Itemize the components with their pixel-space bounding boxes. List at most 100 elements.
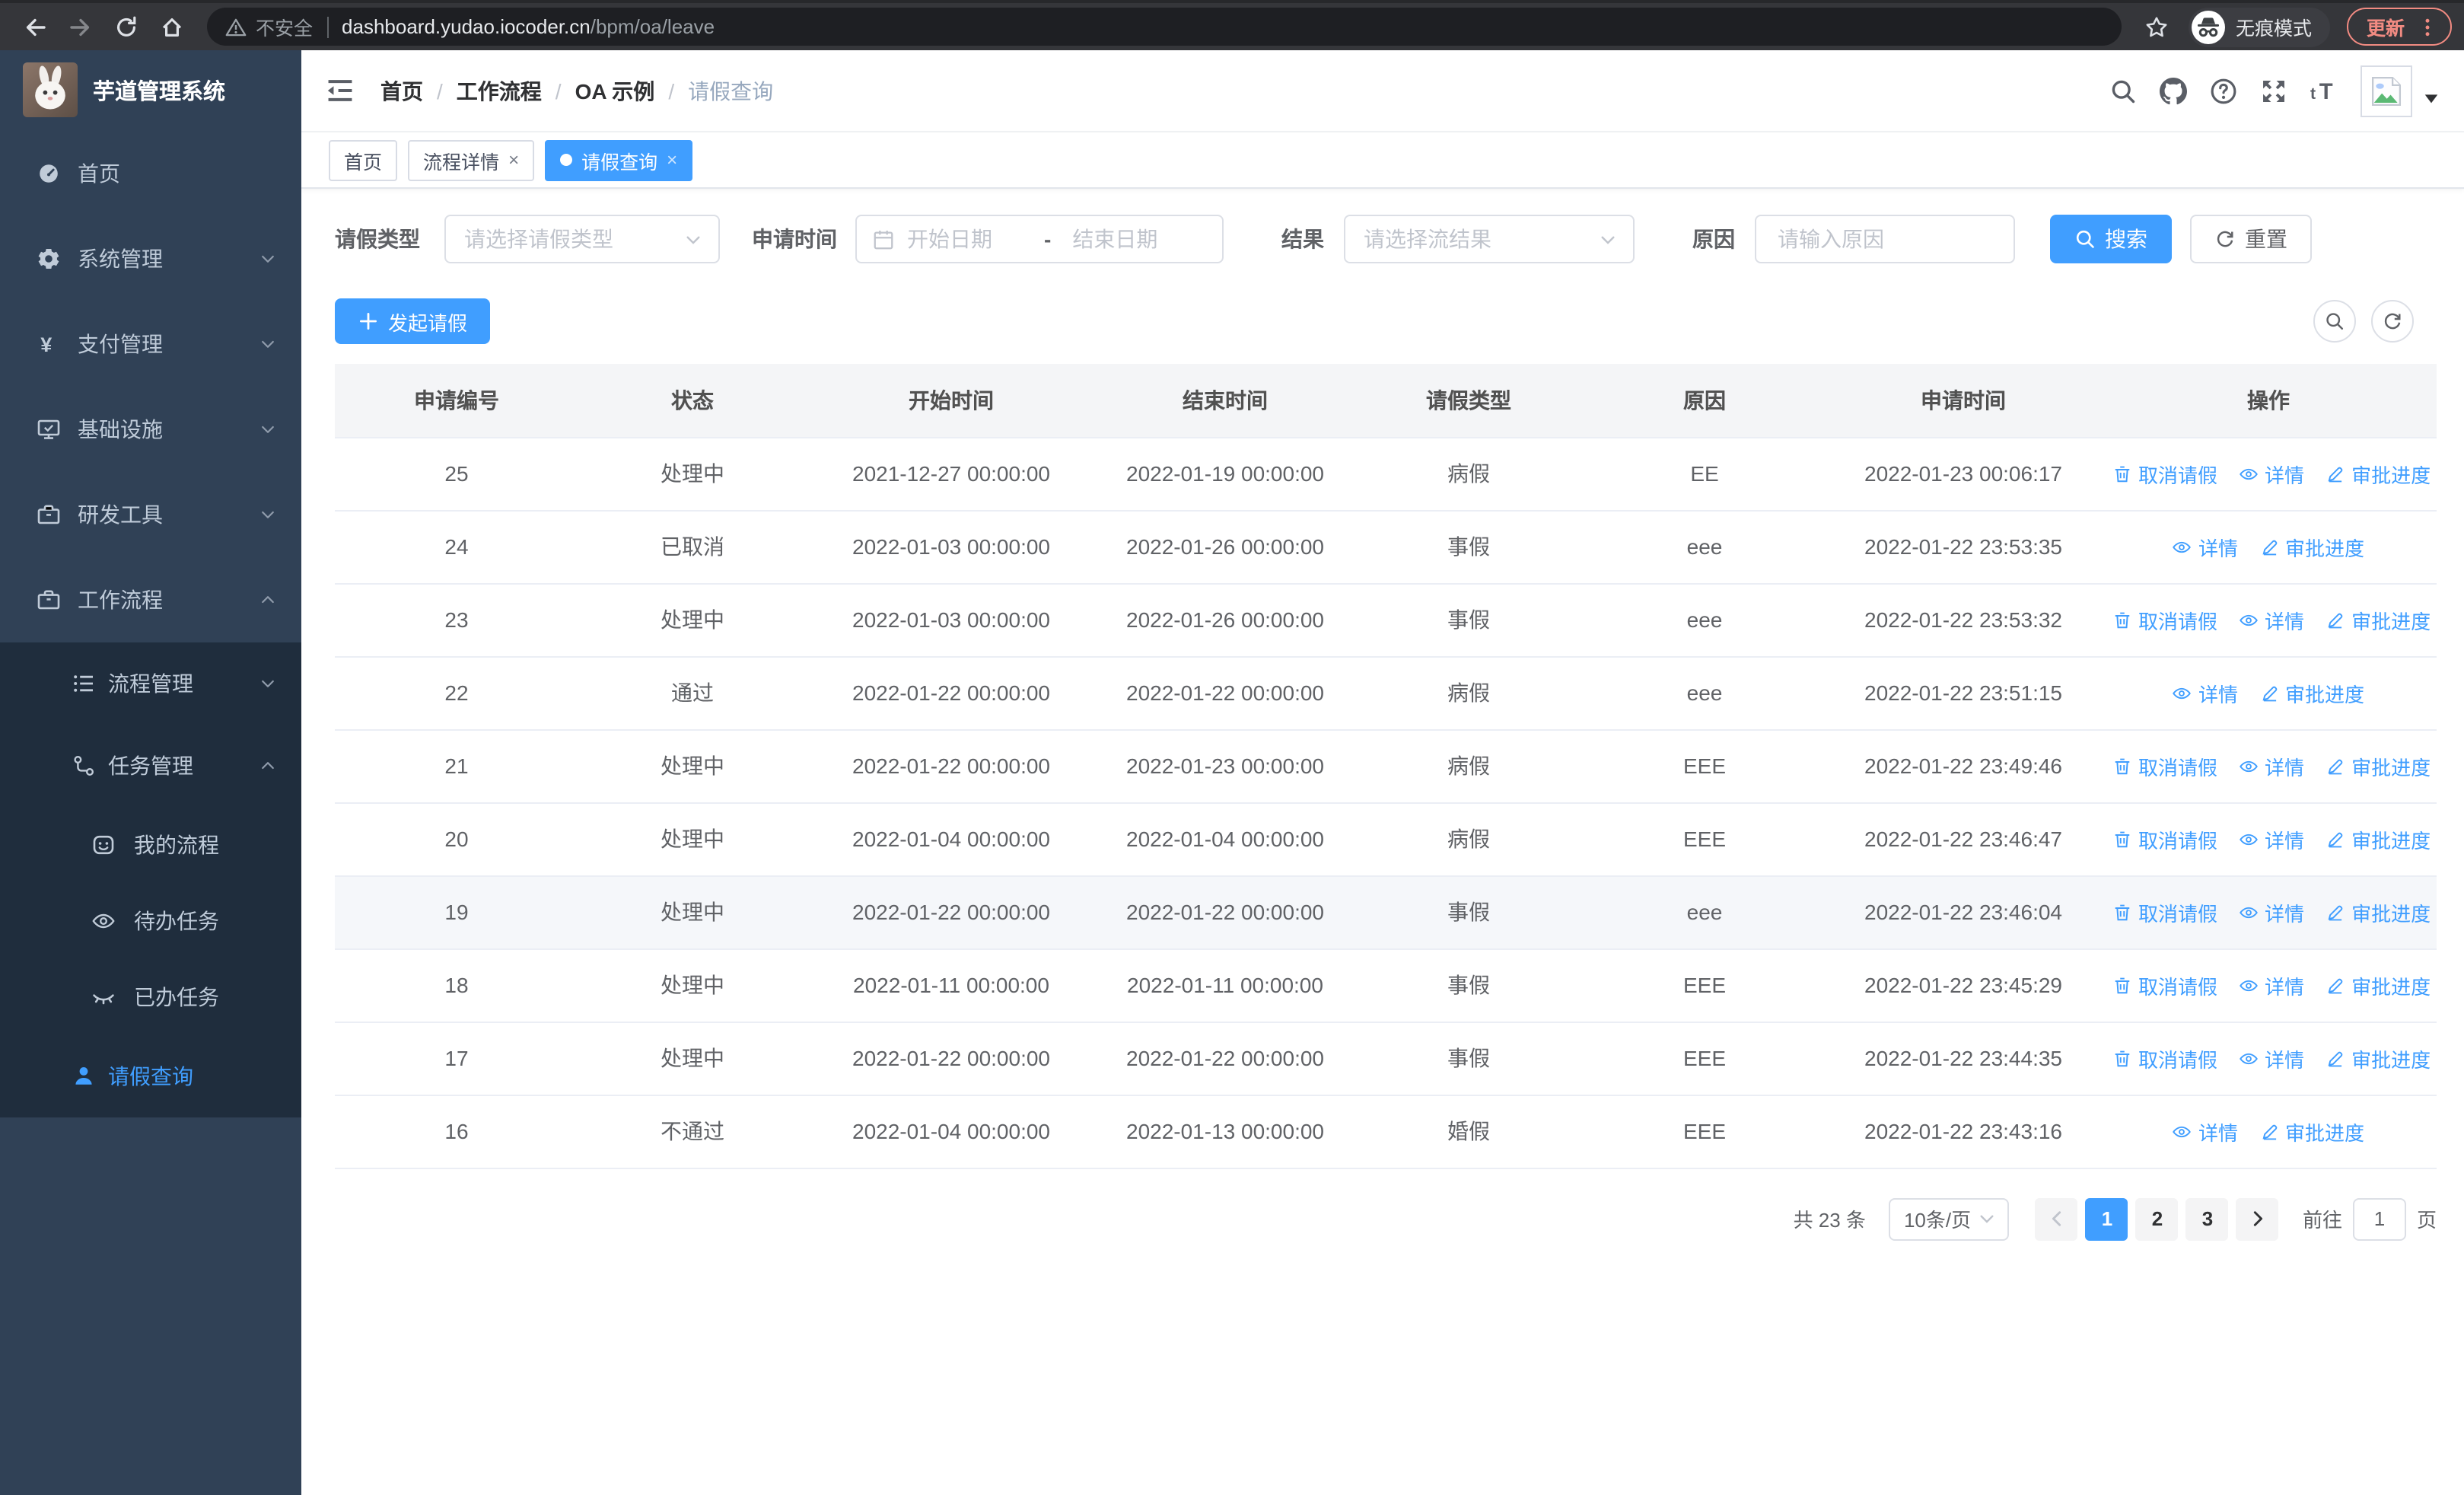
detail-action[interactable]: 详情 (2239, 971, 2304, 999)
cancel-action[interactable]: 取消请假 (2112, 897, 2217, 926)
goto-page-input[interactable] (2352, 1197, 2406, 1240)
home-icon[interactable] (155, 10, 189, 43)
cell-id: 24 (335, 510, 578, 584)
reason-input[interactable] (1775, 225, 1995, 253)
calendar-icon (872, 228, 895, 250)
search-toggle-button[interactable] (2313, 300, 2356, 343)
toolbox-icon (37, 502, 61, 527)
sidebar-item-label: 基础设施 (78, 417, 163, 441)
prev-page-button[interactable] (2035, 1197, 2078, 1240)
question-icon[interactable] (2210, 77, 2237, 104)
tab[interactable]: 首页 (329, 139, 398, 180)
table-row: 24 已取消 2022-01-03 00:00:00 2022-01-26 00:00… (335, 510, 2437, 584)
github-icon[interactable] (2160, 77, 2187, 104)
sidebar-item[interactable]: 工作流程 (0, 557, 301, 642)
breadcrumb-item[interactable]: OA 示例 (575, 78, 655, 103)
page-button-3[interactable]: 3 (2185, 1197, 2229, 1240)
page-button-2[interactable]: 2 (2135, 1197, 2179, 1240)
progress-action[interactable]: 审批进度 (2326, 459, 2431, 488)
sidebar-item[interactable]: 基础设施 (0, 387, 301, 472)
cell-start: 2022-01-22 00:00:00 (807, 656, 1096, 730)
create-leave-label: 发起请假 (388, 311, 468, 334)
search-icon (2074, 228, 2096, 250)
tab[interactable]: 流程详情 × (408, 139, 535, 180)
reset-button[interactable]: 重置 (2190, 215, 2312, 263)
reload-icon[interactable] (110, 10, 143, 43)
detail-action[interactable]: 详情 (2239, 897, 2304, 926)
cancel-action[interactable]: 取消请假 (2112, 971, 2217, 999)
progress-action[interactable]: 审批进度 (2259, 532, 2364, 561)
apply-time-range-picker[interactable]: 开始日期 - 结束日期 (855, 215, 1224, 263)
progress-action[interactable]: 审批进度 (2326, 605, 2431, 634)
sidebar-item[interactable]: 流程管理 (0, 642, 301, 725)
cell-id: 21 (335, 729, 578, 803)
sidebar-item[interactable]: 系统管理 (0, 216, 301, 301)
refresh-table-button[interactable] (2371, 300, 2414, 343)
cancel-action[interactable]: 取消请假 (2112, 1044, 2217, 1073)
sidebar-item[interactable]: 请假查询 (0, 1035, 301, 1117)
sidebar-item[interactable]: 任务管理 (0, 725, 301, 807)
progress-action[interactable]: 审批进度 (2326, 897, 2431, 926)
page-size-select[interactable]: 10条/页 (1888, 1197, 2009, 1240)
update-button[interactable]: 更新 (2346, 8, 2452, 46)
create-leave-button[interactable]: 发起请假 (335, 298, 491, 344)
delete-icon (2112, 610, 2132, 630)
chevron-up-icon (259, 591, 277, 609)
cell-actions: 取消请假 详情 审批进度 (2100, 1022, 2437, 1095)
sidebar-item[interactable]: 研发工具 (0, 472, 301, 557)
action-label: 取消请假 (2138, 902, 2218, 925)
sidebar-item[interactable]: 我的流程 (0, 807, 301, 883)
cell-apply_time: 2022-01-22 23:49:46 (1826, 729, 2100, 803)
tab[interactable]: 请假查询 × (545, 139, 693, 180)
search-icon[interactable] (2109, 77, 2137, 104)
sidebar-item[interactable]: 待办任务 (0, 883, 301, 959)
breadcrumb-item[interactable]: 首页 (380, 78, 423, 103)
next-page-button[interactable] (2236, 1197, 2279, 1240)
result-select[interactable]: 请选择流结果 (1344, 215, 1635, 263)
detail-action[interactable]: 详情 (2173, 678, 2238, 707)
fullscreen-icon[interactable] (2260, 77, 2287, 104)
breadcrumb-item[interactable]: 工作流程 (456, 78, 542, 103)
progress-action[interactable]: 审批进度 (2326, 971, 2431, 999)
detail-action[interactable]: 详情 (2239, 605, 2304, 634)
detail-action[interactable]: 详情 (2173, 1117, 2238, 1146)
address-bar[interactable]: 不安全 dashboard.yudao.iocoder.cn/bpm/oa/le… (207, 8, 2122, 46)
avatar[interactable] (2361, 65, 2412, 116)
sidebar-item[interactable]: 首页 (0, 131, 301, 216)
cancel-action[interactable]: 取消请假 (2112, 459, 2217, 488)
cell-reason: eee (1583, 510, 1826, 584)
browser-menu-icon[interactable] (2418, 16, 2437, 37)
close-icon[interactable]: × (667, 149, 678, 171)
cell-status: 处理中 (578, 437, 807, 511)
progress-action[interactable]: 审批进度 (2259, 678, 2364, 707)
cancel-action[interactable]: 取消请假 (2112, 605, 2217, 634)
detail-action[interactable]: 详情 (2239, 459, 2304, 488)
page-button-1[interactable]: 1 (2085, 1197, 2128, 1240)
close-icon[interactable]: × (508, 149, 520, 171)
progress-action[interactable]: 审批进度 (2326, 1044, 2431, 1073)
cancel-action[interactable]: 取消请假 (2112, 824, 2217, 853)
cancel-action[interactable]: 取消请假 (2112, 751, 2217, 780)
detail-action[interactable]: 详情 (2239, 824, 2304, 853)
sidebar-item[interactable]: ¥ 支付管理 (0, 301, 301, 387)
search-button[interactable]: 搜索 (2050, 215, 2172, 263)
detail-action[interactable]: 详情 (2239, 751, 2304, 780)
detail-action[interactable]: 详情 (2173, 532, 2238, 561)
chevron-down-icon (259, 420, 277, 438)
progress-action[interactable]: 审批进度 (2326, 751, 2431, 780)
progress-action[interactable]: 审批进度 (2259, 1117, 2364, 1146)
progress-action[interactable]: 审批进度 (2326, 824, 2431, 853)
detail-action[interactable]: 详情 (2239, 1044, 2304, 1073)
cell-end: 2022-01-19 00:00:00 (1096, 437, 1355, 511)
leave-type-select[interactable]: 请选择请假类型 (444, 215, 720, 263)
bookmark-star-icon[interactable] (2140, 10, 2173, 43)
forward-icon[interactable] (64, 10, 97, 43)
sidebar-item[interactable]: 已办任务 (0, 959, 301, 1035)
url-path: /bpm/oa/leave (590, 15, 715, 38)
sidebar-collapse-icon[interactable] (326, 76, 355, 105)
back-icon[interactable] (18, 10, 52, 43)
caret-down-icon[interactable] (2423, 90, 2440, 107)
